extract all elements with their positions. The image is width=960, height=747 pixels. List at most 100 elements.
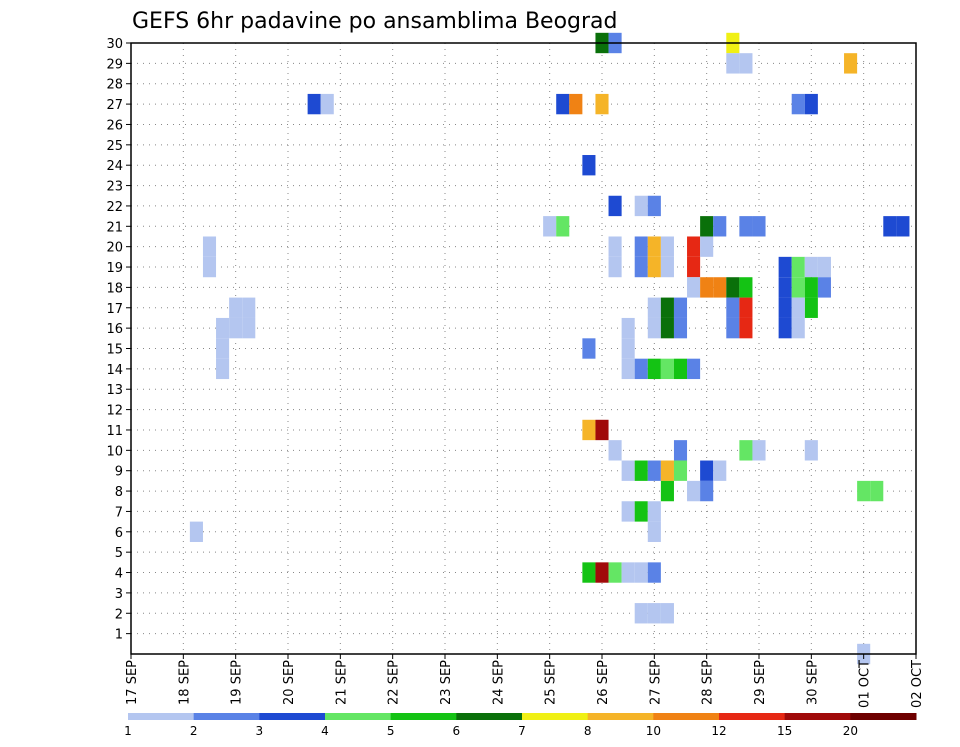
precip-cell [791, 256, 805, 278]
precip-cell [647, 460, 661, 481]
y-tick-label: 21 [106, 220, 123, 235]
precip-cell [752, 216, 766, 237]
precip-cell [804, 277, 818, 298]
y-tick-label: 30 [106, 37, 123, 52]
precip-cell [673, 297, 688, 318]
colorbar-segment [390, 713, 457, 720]
precip-cell [700, 277, 714, 298]
y-tick-label: 23 [106, 180, 123, 195]
precip-cell [687, 358, 701, 380]
precip-cell [634, 256, 648, 278]
precip-cell [647, 236, 661, 257]
precip-cell [673, 317, 688, 339]
precip-cell [556, 93, 570, 115]
y-tick-label: 16 [106, 322, 123, 337]
precip-cell [739, 216, 753, 237]
y-tick-label: 6 [115, 526, 123, 541]
precip-cell [791, 297, 805, 318]
x-tick-label: 24 SEP [491, 660, 506, 705]
precip-cell [857, 480, 871, 502]
y-tick-label: 1 [115, 628, 123, 643]
colorbar-segment [325, 713, 392, 720]
precip-cell [634, 236, 648, 257]
precip-cells [189, 32, 910, 665]
precip-cell [634, 562, 648, 583]
y-tick-label: 22 [106, 200, 123, 215]
y-tick-label: 25 [106, 139, 123, 154]
precip-cell [673, 440, 688, 461]
y-tick-label: 13 [106, 383, 123, 398]
precip-cell [778, 297, 792, 318]
precip-cell [647, 562, 661, 583]
colorbar-segment [850, 713, 917, 720]
precip-cell [189, 521, 203, 542]
precip-cell [229, 297, 243, 318]
precip-cell [687, 256, 701, 278]
y-tick-label: 8 [115, 485, 123, 500]
y-tick-label: 7 [115, 505, 123, 520]
precip-cell [621, 501, 635, 522]
precip-cell [687, 277, 701, 298]
x-tick-label: 21 SEP [334, 660, 349, 705]
precip-cell [870, 480, 884, 502]
y-tick-label: 2 [115, 607, 123, 622]
precip-cell [582, 155, 596, 176]
precip-cell [621, 460, 635, 481]
precip-cell [660, 603, 674, 624]
y-tick-label: 24 [106, 159, 123, 174]
y-tick-label: 29 [106, 57, 123, 72]
colorbar-label: 10 [646, 724, 661, 738]
y-tick-label: 10 [106, 444, 123, 459]
precip-cell [778, 317, 792, 339]
precip-cell [804, 93, 818, 115]
precip-cell [595, 93, 609, 115]
precip-cell [726, 317, 740, 339]
colorbar-label: 4 [321, 724, 329, 738]
precip-cell [804, 297, 818, 318]
precip-cell [216, 358, 230, 380]
precip-cell [202, 256, 217, 278]
x-tick-label: 29 SEP [753, 660, 768, 705]
precip-cell [647, 317, 661, 339]
precip-cell [608, 562, 622, 583]
y-tick-label: 15 [106, 343, 123, 358]
precip-cell [883, 216, 897, 237]
precip-cell [739, 440, 753, 461]
precip-cell [660, 256, 674, 278]
precip-cell [608, 236, 622, 257]
precip-cell [726, 297, 740, 318]
precip-cell [660, 358, 674, 380]
precip-cell [608, 256, 622, 278]
y-axis: 1234567891011121314151617181920212223242… [106, 37, 131, 643]
precip-cell [608, 195, 622, 217]
x-tick-label: 22 SEP [387, 660, 402, 705]
precip-cell [634, 501, 648, 522]
precip-cell [307, 93, 321, 115]
precip-cell [791, 93, 805, 115]
y-tick-label: 5 [115, 546, 123, 561]
y-tick-label: 20 [106, 241, 123, 256]
colorbar-segment [456, 713, 523, 720]
colorbar-label: 20 [843, 724, 858, 738]
precip-cell [634, 603, 648, 624]
y-tick-label: 14 [106, 363, 123, 378]
precip-cell [229, 317, 243, 339]
precip-cell [202, 236, 217, 257]
x-tick-label: 23 SEP [439, 660, 454, 705]
precip-cell [634, 358, 648, 380]
precip-cell [634, 460, 648, 481]
precip-cell [660, 317, 674, 339]
x-tick-label: 19 SEP [230, 660, 245, 705]
precip-cell [804, 256, 818, 278]
precip-cell [700, 480, 714, 502]
colorbar-segment [128, 713, 195, 720]
plot-frame [130, 42, 917, 655]
precip-cell [621, 317, 635, 339]
y-tick-label: 26 [106, 118, 123, 133]
precip-cell [739, 53, 753, 74]
precip-cell [739, 277, 753, 298]
precip-cell [647, 195, 661, 217]
precip-cell [726, 53, 740, 74]
x-tick-label: 17 SEP [125, 660, 140, 705]
